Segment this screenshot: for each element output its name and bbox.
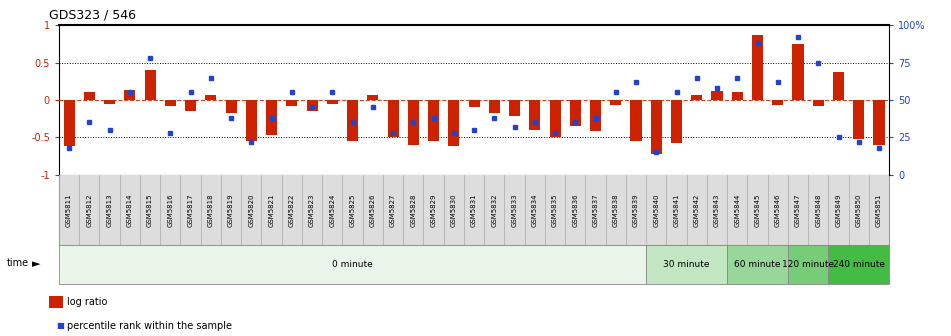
Bar: [873, 100, 884, 145]
Bar: [728, 245, 788, 284]
Bar: [469, 100, 479, 108]
Text: time: time: [7, 258, 29, 268]
Text: GSM5841: GSM5841: [673, 193, 680, 227]
Text: GSM5811: GSM5811: [66, 193, 72, 227]
Text: GSM5833: GSM5833: [512, 193, 517, 227]
Text: GSM5823: GSM5823: [309, 193, 315, 227]
Text: ■: ■: [56, 322, 64, 330]
Text: 60 minute: 60 minute: [734, 260, 781, 269]
Bar: [145, 70, 156, 100]
Text: GSM5850: GSM5850: [856, 193, 862, 227]
Bar: [408, 100, 418, 145]
Text: GSM5843: GSM5843: [714, 193, 720, 227]
Text: GSM5820: GSM5820: [248, 193, 254, 227]
Text: log ratio: log ratio: [67, 297, 107, 307]
Bar: [327, 100, 338, 104]
Text: GSM5844: GSM5844: [734, 193, 740, 227]
Bar: [650, 100, 662, 154]
Bar: [752, 35, 763, 100]
Bar: [347, 100, 359, 141]
Text: GSM5817: GSM5817: [187, 193, 194, 227]
Text: GSM5847: GSM5847: [795, 193, 801, 227]
Text: GSM5827: GSM5827: [390, 193, 396, 227]
Bar: [125, 90, 135, 100]
Text: 0 minute: 0 minute: [332, 260, 373, 269]
Bar: [711, 91, 723, 100]
Bar: [104, 100, 115, 104]
Bar: [306, 100, 318, 111]
Bar: [853, 100, 864, 139]
Bar: [59, 245, 646, 284]
Text: GSM5831: GSM5831: [471, 193, 477, 227]
Bar: [590, 100, 601, 131]
Text: GSM5830: GSM5830: [451, 193, 456, 227]
Bar: [833, 72, 844, 100]
Text: GSM5822: GSM5822: [289, 193, 295, 227]
Text: GSM5848: GSM5848: [815, 193, 822, 227]
Bar: [64, 100, 75, 146]
Text: 120 minute: 120 minute: [782, 260, 834, 269]
Bar: [772, 100, 784, 105]
Text: GSM5836: GSM5836: [573, 193, 578, 227]
Text: percentile rank within the sample: percentile rank within the sample: [67, 321, 232, 331]
Bar: [792, 44, 804, 100]
Bar: [448, 100, 459, 146]
Bar: [646, 245, 728, 284]
Text: GSM5851: GSM5851: [876, 193, 883, 227]
Bar: [489, 100, 500, 114]
Text: GSM5835: GSM5835: [553, 193, 558, 227]
Bar: [165, 100, 176, 106]
Text: GSM5839: GSM5839: [633, 193, 639, 227]
Bar: [788, 245, 828, 284]
Bar: [185, 100, 196, 111]
Bar: [550, 100, 561, 137]
Text: GSM5826: GSM5826: [370, 193, 376, 227]
Bar: [84, 92, 95, 100]
Text: GSM5832: GSM5832: [492, 193, 497, 227]
Bar: [813, 100, 824, 106]
Text: GSM5846: GSM5846: [775, 193, 781, 227]
Bar: [225, 100, 237, 114]
Text: GDS323 / 546: GDS323 / 546: [49, 8, 136, 22]
Bar: [205, 95, 217, 100]
Text: ►: ►: [32, 260, 41, 269]
Bar: [286, 100, 298, 106]
Text: 30 minute: 30 minute: [664, 260, 710, 269]
Text: GSM5812: GSM5812: [87, 193, 92, 227]
Bar: [245, 100, 257, 141]
Bar: [631, 100, 642, 141]
Text: GSM5829: GSM5829: [431, 193, 437, 227]
Text: GSM5816: GSM5816: [167, 193, 173, 227]
Bar: [731, 92, 743, 100]
Text: GSM5813: GSM5813: [107, 193, 112, 227]
Text: GSM5838: GSM5838: [612, 193, 619, 227]
Text: 240 minute: 240 minute: [833, 260, 884, 269]
Bar: [367, 95, 378, 100]
Text: GSM5828: GSM5828: [410, 193, 417, 227]
Text: GSM5834: GSM5834: [532, 193, 538, 227]
Text: GSM5821: GSM5821: [268, 193, 275, 227]
Text: GSM5842: GSM5842: [694, 193, 700, 227]
Text: GSM5819: GSM5819: [228, 193, 234, 227]
Bar: [671, 100, 682, 143]
Text: GSM5840: GSM5840: [653, 193, 659, 227]
Bar: [509, 100, 520, 116]
Text: GSM5837: GSM5837: [592, 193, 598, 227]
Bar: [266, 100, 277, 135]
Bar: [691, 95, 703, 100]
Text: GSM5815: GSM5815: [147, 193, 153, 227]
Text: GSM5818: GSM5818: [208, 193, 214, 227]
Text: GSM5845: GSM5845: [754, 193, 761, 227]
Text: GSM5824: GSM5824: [329, 193, 336, 227]
Text: GSM5825: GSM5825: [350, 193, 356, 227]
Bar: [530, 100, 540, 130]
Bar: [828, 245, 889, 284]
Bar: [570, 100, 581, 126]
Text: GSM5814: GSM5814: [126, 193, 133, 227]
Bar: [387, 100, 398, 137]
Bar: [428, 100, 439, 141]
Text: GSM5849: GSM5849: [836, 193, 842, 227]
Bar: [611, 100, 621, 105]
